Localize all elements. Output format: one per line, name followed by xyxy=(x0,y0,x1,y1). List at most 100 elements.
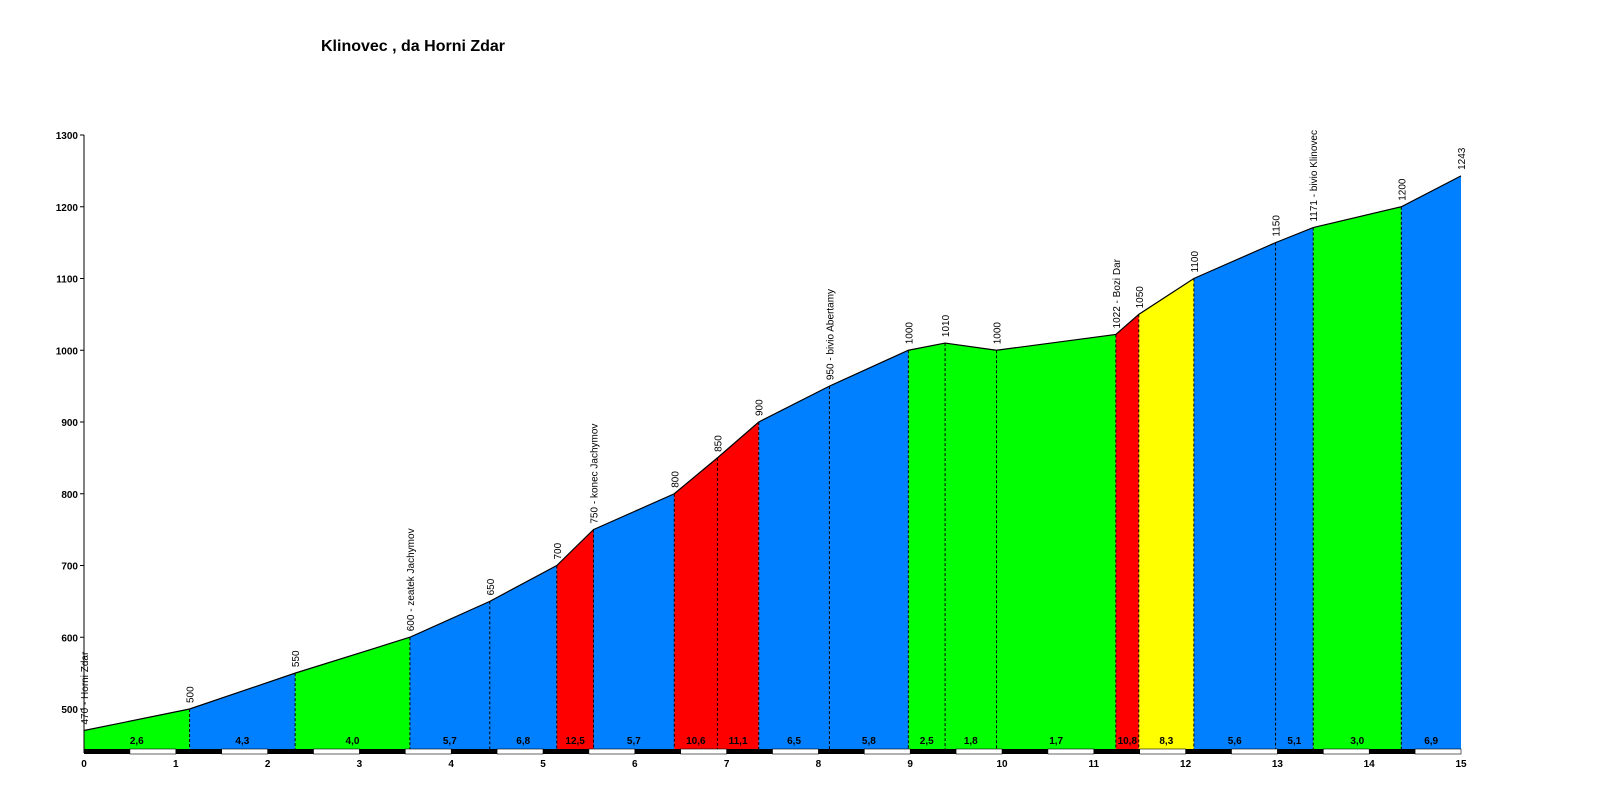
x-tick-label: 0 xyxy=(81,759,87,770)
segment-area xyxy=(1138,278,1194,749)
altitude-label: 800 xyxy=(670,471,681,488)
grade-label: 5,6 xyxy=(1228,736,1242,747)
altitude-label: 1100 xyxy=(1190,251,1201,273)
grade-labels: 2,6 4,3 4,0 5,7 6,8 12,5 5,7 10,6 11,1 6,5 5,8 2,5 1… xyxy=(130,736,1439,747)
altitude-label: 850 xyxy=(713,435,724,452)
km-bar-block-light xyxy=(221,748,268,755)
km-bar-block-light xyxy=(1414,748,1462,755)
grade-label: 5,1 xyxy=(1287,736,1301,747)
x-tick-label: 10 xyxy=(996,759,1008,770)
segment-areas xyxy=(84,175,1461,749)
km-bar-block-dark xyxy=(451,749,498,754)
x-tick-labels: 0 1 2 3 4 5 6 7 8 9 10 11 12 13 14 15 xyxy=(81,759,1467,770)
km-scale-bar xyxy=(84,748,1462,755)
grade-label: 3,0 xyxy=(1350,736,1364,747)
altitude-label: 950 - bivio Abertamy xyxy=(825,289,836,380)
altitude-label: 750 - konec Jachymov xyxy=(589,424,600,524)
km-bar-block-dark xyxy=(267,749,314,754)
km-bar-block-light xyxy=(129,748,177,755)
segment-area xyxy=(758,386,830,749)
km-bar-block-light xyxy=(1231,748,1278,755)
km-bar-block-dark xyxy=(84,749,130,754)
x-tick-label: 12 xyxy=(1180,759,1192,770)
segment-area xyxy=(1193,242,1276,749)
grade-label: 6,9 xyxy=(1424,736,1438,747)
km-bar-block-dark xyxy=(1277,749,1324,754)
grade-label: 2,5 xyxy=(920,736,934,747)
km-bar-block-light xyxy=(404,748,452,755)
km-bar-block-dark xyxy=(1002,749,1048,754)
km-bar-block-light xyxy=(496,748,544,755)
y-tick-label: 1300 xyxy=(56,131,79,142)
x-tick-label: 13 xyxy=(1272,759,1284,770)
grade-label: 2,6 xyxy=(130,736,144,747)
altitude-label: 1050 xyxy=(1135,286,1146,309)
altitude-label: 1000 xyxy=(992,322,1003,345)
segment-area xyxy=(593,493,675,749)
grade-label: 10,6 xyxy=(686,736,706,747)
altitude-label: 1150 xyxy=(1272,215,1283,237)
altitude-label: 500 xyxy=(186,686,197,703)
y-tick-label: 1000 xyxy=(56,346,79,357)
x-tick-label: 4 xyxy=(448,759,454,770)
km-bar-block-light xyxy=(863,748,911,755)
segment-area xyxy=(189,673,296,749)
segment-dividers xyxy=(189,206,1402,749)
altitude-label: 900 xyxy=(755,399,766,416)
altitude-label: 1000 xyxy=(904,322,915,345)
altitude-label: 470 - Horni Zdar xyxy=(80,651,91,724)
grade-label: 4,0 xyxy=(346,736,360,747)
altitude-label: 1010 xyxy=(941,314,952,337)
segment-area xyxy=(1313,206,1402,749)
y-tick-label: 800 xyxy=(61,490,78,501)
y-tick-label: 900 xyxy=(61,418,78,429)
y-tick-label: 1100 xyxy=(56,275,78,286)
segment-area xyxy=(1115,314,1139,749)
grade-label: 6,8 xyxy=(516,736,530,747)
segment-area xyxy=(556,529,594,749)
profile-line xyxy=(83,175,1462,732)
x-tick-label: 14 xyxy=(1364,759,1376,770)
profile-line xyxy=(83,175,1462,732)
km-bar-block-dark xyxy=(1185,749,1232,754)
x-tick-label: 11 xyxy=(1089,759,1100,770)
altitude-label: 1200 xyxy=(1397,178,1408,201)
y-tick-label: 1200 xyxy=(56,203,79,214)
altitude-label: 600 - zeatek Jachymov xyxy=(406,528,417,631)
km-bar-block-light xyxy=(313,748,360,755)
y-tick-label: 600 xyxy=(61,633,78,644)
altitude-label: 1171 - bivio Klinovec xyxy=(1309,130,1320,222)
segment-area xyxy=(489,565,557,749)
km-bar-block-light xyxy=(1323,748,1370,755)
x-tick-label: 7 xyxy=(724,759,730,770)
segment-area xyxy=(674,457,718,749)
km-bar-block-dark xyxy=(175,749,222,754)
x-tick-label: 6 xyxy=(632,759,638,770)
grade-label: 5,7 xyxy=(627,736,641,747)
segment-area xyxy=(996,334,1116,749)
x-tick-label: 1 xyxy=(173,759,179,770)
x-tick-label: 3 xyxy=(357,759,363,770)
km-bar-block-dark xyxy=(726,749,773,754)
grade-label: 5,7 xyxy=(443,736,457,747)
km-bar-block-dark xyxy=(818,749,865,754)
segment-area xyxy=(1401,175,1461,749)
altitude-label: 1243 xyxy=(1457,147,1468,170)
km-bar-block-dark xyxy=(1369,749,1416,754)
segment-area xyxy=(945,343,997,749)
x-tick-label: 5 xyxy=(540,759,546,770)
chart-title: Klinovec , da Horni Zdar xyxy=(321,38,506,55)
km-bar-block-dark xyxy=(634,749,681,754)
segment-area xyxy=(409,601,490,749)
y-tick-label: 700 xyxy=(61,562,78,573)
x-tick-label: 15 xyxy=(1455,759,1467,770)
km-bar-block-light xyxy=(1139,748,1186,755)
km-bar-block-dark xyxy=(910,749,957,754)
grade-label: 12,5 xyxy=(565,736,585,747)
x-tick-label: 9 xyxy=(907,759,913,770)
km-bar-block-dark xyxy=(543,749,589,754)
km-bar-block-dark xyxy=(359,749,406,754)
grade-label: 4,3 xyxy=(235,736,249,747)
y-tick-labels: 500 600 700 800 900 1000 1100 1200 1300 xyxy=(56,131,79,716)
grade-label: 5,8 xyxy=(862,736,876,747)
